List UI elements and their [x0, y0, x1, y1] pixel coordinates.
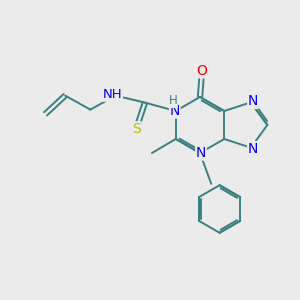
Text: S: S — [132, 122, 141, 136]
Text: NH: NH — [103, 88, 122, 101]
Text: N: N — [169, 104, 180, 118]
Text: H: H — [168, 94, 177, 107]
Text: O: O — [196, 64, 207, 78]
Text: N: N — [196, 146, 206, 160]
Text: N: N — [248, 142, 258, 156]
Text: N: N — [248, 94, 258, 108]
